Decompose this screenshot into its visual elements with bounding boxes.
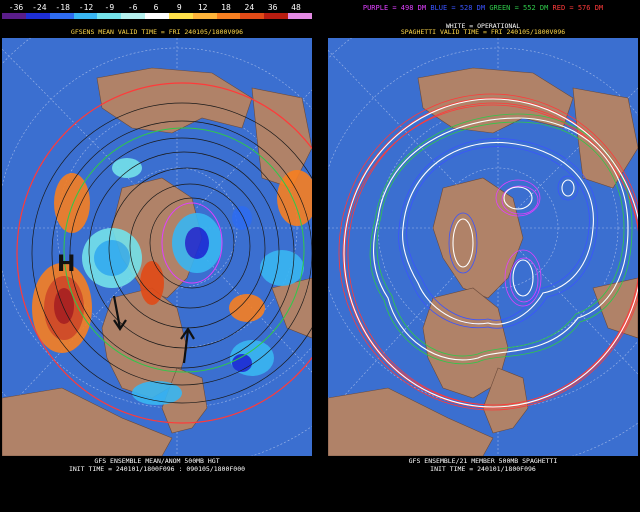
high-pressure-label: H xyxy=(57,252,76,277)
anomaly-colorbar xyxy=(2,13,312,19)
mean-map-svg xyxy=(2,38,312,456)
purple-498-contours xyxy=(495,179,542,307)
colorbar-swatch xyxy=(121,13,146,19)
colorbar-swatch xyxy=(168,13,193,19)
colorbar-swatch xyxy=(2,13,26,19)
colorbar-label: 18 xyxy=(221,3,231,12)
colorbar-swatch xyxy=(216,13,241,19)
legend-entry: BLUE = 528 DM xyxy=(430,4,490,12)
colorbar-swatch xyxy=(73,13,98,19)
spaghetti-footer-init-time: INIT TIME = 240101/1800F096 xyxy=(430,465,536,473)
legend-entry: GREEN = 552 DM xyxy=(489,4,553,12)
colorbar-label: 6 xyxy=(153,3,159,12)
northward-arrowhead xyxy=(180,326,195,340)
spaghetti-land-masses xyxy=(328,67,638,456)
southward-arrow xyxy=(112,295,122,329)
red-576-contours xyxy=(338,93,638,411)
colorbar-swatch xyxy=(97,13,122,19)
colorbar-labels: -36 -24 -18 -12 -9 -6 6 9 12 18 24 36 48 xyxy=(4,3,304,13)
colorbar-label: -36 xyxy=(8,3,24,12)
height-contours xyxy=(31,102,312,404)
legend-entry: PURPLE = 498 DM xyxy=(362,4,431,12)
colorbar-swatch xyxy=(288,13,312,19)
red-contour xyxy=(16,82,312,424)
height-anomaly-shading xyxy=(32,158,312,405)
ensemble-mean-panel: -36 -24 -18 -12 -9 -6 6 9 12 18 24 36 48 GFSENS MEAN… xyxy=(0,0,314,512)
operational-subtitle: WHITE = OPERATIONAL xyxy=(445,22,521,30)
colorbar-label: -24 xyxy=(32,3,47,12)
spaghetti-map-svg xyxy=(328,38,638,456)
colorbar-label: 48 xyxy=(291,3,301,12)
colorbar-swatch xyxy=(240,13,265,19)
green-contour xyxy=(63,127,305,373)
ensemble-mean-map: H xyxy=(2,38,312,456)
colorbar-swatch xyxy=(25,13,50,19)
colorbar-label: -6 xyxy=(127,3,138,12)
northward-arrow xyxy=(182,329,190,364)
spaghetti-legend: PURPLE = 498 DM BLUE = 528 DM GREEN = 55… xyxy=(326,4,640,12)
colorbar-label: -9 xyxy=(104,3,115,12)
spaghetti-valid-time-title: SPAGHETTI VALID TIME = FRI 240105/1800V0… xyxy=(400,28,566,36)
white-operational-contours xyxy=(343,98,638,408)
purple-contour xyxy=(161,202,223,284)
mean-footer-product: GFS ENSEMBLE MEAN/ANOM 500MB HGT xyxy=(94,457,220,465)
spaghetti-map xyxy=(328,38,638,456)
colorbar-swatch xyxy=(145,13,169,19)
spaghetti-panel: PURPLE = 498 DM BLUE = 528 DM GREEN = 55… xyxy=(326,0,640,512)
colorbar-label: -12 xyxy=(78,3,94,12)
colorbar-swatch xyxy=(49,13,74,19)
mean-valid-time-title: GFSENS MEAN VALID TIME = FRI 240105/1800… xyxy=(70,28,244,36)
legend-entry: RED = 576 DM xyxy=(552,4,604,12)
colorbar-swatch xyxy=(264,13,289,19)
colorbar-label: -18 xyxy=(55,3,70,12)
colorbar-label: 24 xyxy=(244,3,255,12)
colorbar-label: 36 xyxy=(267,3,278,12)
colorbar-label: 9 xyxy=(176,3,182,12)
colorbar-swatch xyxy=(192,13,217,19)
mean-footer-init-time: INIT TIME = 240101/1800F096 : 090105/180… xyxy=(68,465,246,473)
southward-arrowhead xyxy=(113,319,127,331)
colorbar-label: 12 xyxy=(197,3,208,12)
annotation-arrows xyxy=(112,295,195,364)
spaghetti-footer-product: GFS ENSEMBLE/21 MEMBER 500MB SPAGHETTI xyxy=(408,457,558,465)
